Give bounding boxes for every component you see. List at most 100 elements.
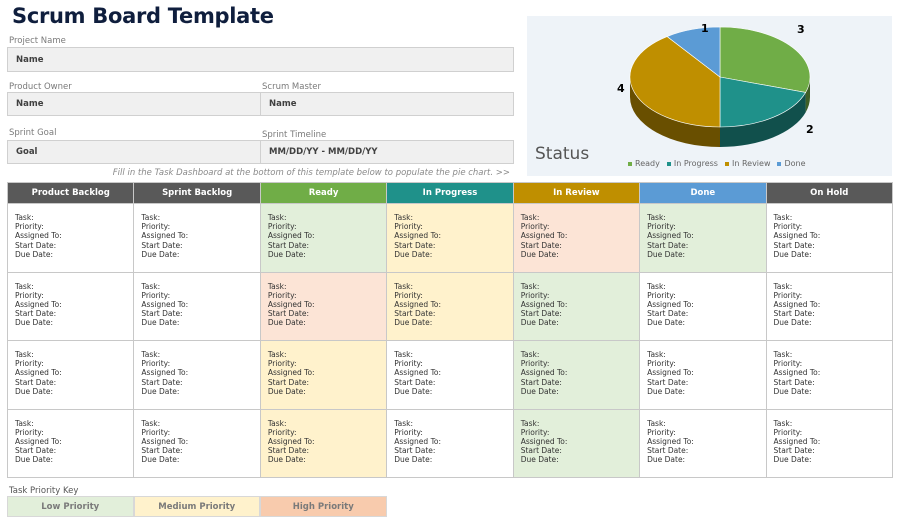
task-card[interactable]: Task: Priority: Assigned To: Start Date: Due… xyxy=(386,340,514,410)
task-card[interactable]: Task: Priority: Assigned To: Start Date: Due… xyxy=(639,203,767,273)
priority-key: Low Priority Medium Priority High Priori… xyxy=(7,496,387,517)
column-header: In Progress xyxy=(386,182,514,204)
task-card[interactable]: Task: Priority: Assigned To: Start Date: Due… xyxy=(133,340,261,410)
task-card[interactable]: Task: Priority: Assigned To: Start Date: Due… xyxy=(386,203,514,273)
task-field-label: Assigned To: xyxy=(141,299,189,309)
legend-label: Done xyxy=(784,159,806,168)
legend-swatch xyxy=(724,161,729,166)
task-card[interactable]: Task: Priority: Assigned To: Start Date: Due… xyxy=(765,408,894,478)
task-field-label: Assigned To: xyxy=(267,368,315,378)
task-card[interactable]: Task: Priority: Assigned To: Start Date: Due… xyxy=(133,408,261,478)
scrum-master-label: Scrum Master xyxy=(262,82,321,92)
task-field-label: Assigned To: xyxy=(267,299,315,309)
task-field-label: Due Date: xyxy=(267,249,306,259)
task-card[interactable]: Task: Priority: Assigned To: Start Date: Due… xyxy=(133,203,261,273)
task-card[interactable]: Task: Priority: Assigned To: Start Date: Due… xyxy=(512,408,641,478)
task-field-label: Assigned To: xyxy=(141,231,189,241)
pie-slice-side xyxy=(630,77,720,147)
task-field-label: Task: xyxy=(394,350,413,359)
task-field-label: Assigned To: xyxy=(647,231,694,241)
task-field-label: Assigned To: xyxy=(647,368,694,378)
task-card[interactable]: Task: Priority: Assigned To: Start Date: Due… xyxy=(639,271,767,341)
task-card[interactable]: Task: Priority: Assigned To: Start Date: Due… xyxy=(765,340,894,410)
task-card[interactable]: Task: Priority: Assigned To: Start Date: Due… xyxy=(386,271,514,341)
page-title: Scrum Board Template xyxy=(12,4,274,28)
task-field-label: Priority: xyxy=(141,290,171,300)
task-field-label: Assigned To: xyxy=(647,436,694,446)
task-field-label: Task: xyxy=(520,213,540,222)
task-field-label: Assigned To: xyxy=(15,299,62,309)
high-priority-key: High Priority xyxy=(260,496,387,517)
task-card[interactable]: Task: Priority: Assigned To: Start Date: Due… xyxy=(765,203,894,273)
task-field-label: Start Date: xyxy=(267,377,310,387)
task-field-label: Due Date: xyxy=(647,386,686,396)
task-card[interactable]: Task: Priority: Assigned To: Start Date: Due… xyxy=(512,340,641,410)
task-field-label: Due Date: xyxy=(773,249,812,259)
task-field-label: Priority: xyxy=(520,222,550,232)
task-field-label: Start Date: xyxy=(773,377,815,387)
task-card[interactable]: Task: Priority: Assigned To: Start Date: Due… xyxy=(639,408,767,478)
task-field-label: Assigned To: xyxy=(520,436,568,446)
status-chart: 3 2 4 1 xyxy=(527,16,892,176)
task-field-label: Due Date: xyxy=(520,455,559,465)
pie-data-label: 4 xyxy=(617,82,625,95)
pie-slice xyxy=(719,26,811,93)
column-header: Done xyxy=(639,182,767,204)
task-field-label: Assigned To: xyxy=(394,231,441,241)
task-field-label: Start Date: xyxy=(394,446,436,456)
low-priority-key: Low Priority xyxy=(7,496,134,517)
task-field-label: Due Date: xyxy=(15,455,53,465)
task-field-label: Task: xyxy=(15,418,34,428)
task-field-label: Due Date: xyxy=(141,455,180,465)
task-field-label: Task: xyxy=(520,281,540,291)
column-header: Product Backlog xyxy=(6,182,135,204)
task-card[interactable]: Task: Priority: Assigned To: Start Date: Due… xyxy=(259,203,388,273)
task-card[interactable]: Task: Priority: Assigned To: Start Date: Due… xyxy=(639,340,767,410)
task-field-label: Due Date: xyxy=(267,386,306,396)
task-field-label: Start Date: xyxy=(647,309,689,319)
task-card[interactable]: Task: Priority: Assigned To: Start Date: Due… xyxy=(259,340,388,410)
task-field-label: Assigned To: xyxy=(773,231,821,241)
task-card[interactable]: Task: Priority: Assigned To: Start Date: Due… xyxy=(6,408,135,478)
task-card[interactable]: Task: Priority: Assigned To: Start Date: Due… xyxy=(259,408,388,478)
task-field-label: Assigned To: xyxy=(15,368,62,378)
task-field-label: Priority: xyxy=(141,427,171,437)
product-owner-field[interactable]: Name xyxy=(7,92,261,116)
task-field-label: Due Date: xyxy=(773,455,812,465)
board-row: Task: Priority: Assigned To: Start Date: Due… xyxy=(6,203,894,273)
task-field-label: Due Date: xyxy=(647,455,686,465)
pie-slice xyxy=(666,26,721,78)
task-card[interactable]: Task: Priority: Assigned To: Start Date: Due… xyxy=(6,271,135,341)
sprint-timeline-field[interactable]: MM/DD/YY - MM/DD/YY xyxy=(260,140,514,164)
task-card[interactable]: Task: Priority: Assigned To: Start Date: Due… xyxy=(133,271,261,341)
legend-item: In Progress xyxy=(666,159,718,168)
project-name-field[interactable]: Name xyxy=(7,47,514,72)
product-owner-label: Product Owner xyxy=(9,82,72,92)
sprint-goal-field[interactable]: Goal xyxy=(7,140,261,164)
task-card[interactable]: Task: Priority: Assigned To: Start Date: Due… xyxy=(6,340,135,410)
task-field-label: Priority: xyxy=(394,427,423,437)
task-field-label: Assigned To: xyxy=(520,368,568,378)
task-field-label: Priority: xyxy=(647,290,676,300)
task-field-label: Assigned To: xyxy=(773,299,821,309)
priority-key-label: Task Priority Key xyxy=(9,486,79,496)
project-name-label: Project Name xyxy=(9,36,66,46)
legend-item: Done xyxy=(777,159,806,168)
pie-slice xyxy=(629,36,721,128)
task-card[interactable]: Task: Priority: Assigned To: Start Date: Due… xyxy=(512,203,641,273)
medium-priority-key: Medium Priority xyxy=(133,496,260,517)
task-card[interactable]: Task: Priority: Assigned To: Start Date: Due… xyxy=(6,203,135,273)
task-field-label: Task: xyxy=(394,213,413,222)
task-card[interactable]: Task: Priority: Assigned To: Start Date: Due… xyxy=(386,408,514,478)
task-card[interactable]: Task: Priority: Assigned To: Start Date: Due… xyxy=(765,271,894,341)
sprint-timeline-label: Sprint Timeline xyxy=(262,130,327,140)
task-field-label: Start Date: xyxy=(647,377,689,387)
scrum-master-field[interactable]: Name xyxy=(260,92,514,116)
task-card[interactable]: Task: Priority: Assigned To: Start Date: Due… xyxy=(259,271,388,341)
task-card[interactable]: Task: Priority: Assigned To: Start Date: Due… xyxy=(512,271,641,341)
pie-data-label: 3 xyxy=(797,23,805,36)
task-field-label: Assigned To: xyxy=(394,299,441,309)
task-field-label: Due Date: xyxy=(15,318,53,328)
column-header: Sprint Backlog xyxy=(133,182,261,204)
task-field-label: Priority: xyxy=(773,290,803,300)
